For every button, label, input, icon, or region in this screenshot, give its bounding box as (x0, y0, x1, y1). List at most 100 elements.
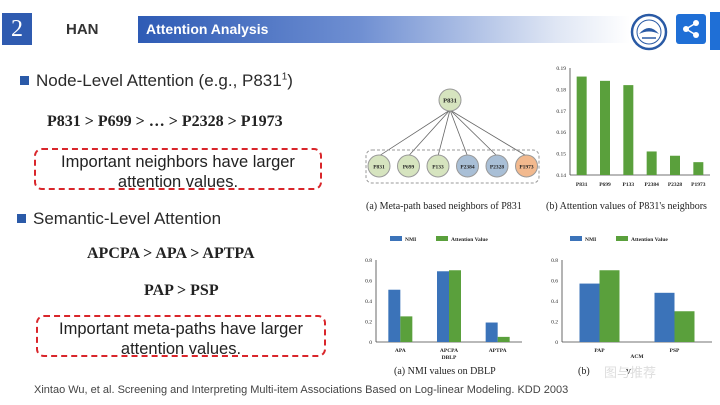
graph-leaf-label: P2384 (460, 165, 475, 171)
graph-edge (437, 109, 451, 157)
bar (449, 270, 461, 342)
neighbor-group-box (365, 149, 540, 184)
x-tick-label: APCPA (440, 348, 458, 354)
legend-swatch (570, 236, 582, 241)
bar (497, 336, 510, 342)
y-tick-label: 0.6 (551, 279, 558, 285)
graph-edge (449, 109, 498, 157)
watermark-text: 图与推荐 (604, 365, 657, 380)
bullet-icon (20, 76, 29, 85)
slide-title: Attention Analysis (146, 21, 269, 37)
y-tick-label: 0.8 (365, 258, 372, 264)
y-tick-label: 0.4 (551, 299, 558, 305)
y-tick-label: 0.6 (365, 279, 372, 285)
y-tick-label: 0.18 (556, 87, 566, 93)
acm-caption-prefix: (b) (578, 366, 590, 377)
x-tick-label: PAP (594, 348, 605, 354)
semantic-ranking-acm: PAP > PSP (144, 282, 219, 299)
graph-leaf-node (485, 154, 509, 178)
dblp-nmi-chart: NMI Attention Value 0 0.2 0.4 0.6 0.8 APA APCPAD… (365, 236, 522, 361)
y-tick-label: 0 (555, 340, 558, 346)
x-tick-label: P2328 (668, 182, 683, 188)
graph-leaf-label: P1973 (519, 165, 534, 171)
graph-leaf-label: P831 (373, 165, 385, 171)
citation: Xintao Wu, et al. Screening and Interpre… (34, 384, 569, 396)
y-tick-label: 0.8 (551, 258, 558, 264)
x-axis-label: ACM (630, 354, 644, 360)
bar (485, 322, 498, 342)
bar (670, 155, 680, 175)
graph-edges (378, 109, 527, 157)
y-tick-label: 0.4 (365, 299, 372, 305)
semantic-callout: Important meta-paths have larger attenti… (36, 315, 326, 358)
acm-nmi-chart: NMI Attention Value 0 0.2 0.4 0.6 0.8 PAP PSP ACM (551, 236, 712, 360)
semantic-level-heading: Semantic-Level Attention (33, 209, 222, 228)
bar (646, 151, 657, 175)
x-tick-label: P831 (576, 182, 588, 188)
x-tick-label: PSP (670, 348, 680, 354)
title-banner (138, 16, 630, 43)
bar (654, 292, 675, 342)
y-tick-label: 0.19 (556, 66, 566, 72)
share-button[interactable] (676, 14, 706, 44)
acm-caption-rest: v (626, 366, 631, 377)
x-tick-sublabel: DBLP (442, 355, 457, 361)
bar (437, 271, 449, 342)
bar (623, 85, 634, 175)
y-tick-label: 0 (369, 340, 372, 346)
y-tick-label: 0.15 (556, 152, 566, 158)
graph-leaf-label: P2328 (490, 165, 505, 171)
graph-leaf-node (426, 154, 450, 178)
y-tick-label: 0.2 (551, 320, 558, 326)
bar (579, 283, 600, 342)
graph-edge (449, 109, 468, 157)
graph-edge (408, 109, 451, 157)
bar (674, 311, 695, 342)
bar (400, 316, 413, 342)
bar (576, 76, 587, 175)
attention-bar-chart: 0.14 0.15 0.16 0.17 0.18 0.19 P831 P699 P133 P238… (556, 66, 710, 188)
x-tick-label: P2384 (644, 182, 659, 188)
x-tick-label: P1973 (691, 182, 706, 188)
graph-root-label: P831 (443, 98, 457, 105)
y-tick-label: 0.16 (556, 130, 566, 136)
bar (599, 270, 620, 342)
node-ranking: P831 > P699 > … > P2328 > P1973 (47, 113, 283, 130)
graph-leaf-node (367, 154, 391, 178)
graph-root-node (438, 88, 462, 112)
dblp-caption: (a) NMI values on DBLP (394, 366, 496, 377)
chart-b-caption: (b) Attention values of P831's neighbors (546, 201, 707, 212)
share-icon (683, 20, 699, 38)
legend-swatch (436, 236, 448, 241)
graph-leaf-node (456, 154, 479, 178)
graph-caption: (a) Meta-path based neighbors of P831 (366, 201, 522, 212)
legend-label: NMI (405, 237, 416, 243)
y-tick-label: 0.2 (365, 320, 372, 326)
legend-swatch (616, 236, 628, 241)
meta-path-graph: P831 P831 P699 P133 P2384 P2328 P1973 (365, 88, 540, 184)
section-label: HAN (66, 21, 99, 38)
node-level-heading: Node-Level Attention (e.g., P8311) (36, 71, 293, 90)
bullet-icon (17, 214, 26, 223)
graph-edge (449, 109, 527, 157)
legend-swatch (390, 236, 402, 241)
graph-leaf-node (397, 154, 420, 178)
bar (388, 289, 401, 342)
semantic-ranking-dblp: APCPA > APA > APTPA (87, 245, 255, 262)
y-tick-label: 0.14 (556, 173, 566, 179)
x-tick-label: APTPA (489, 348, 507, 354)
slide-number: 2 (2, 13, 32, 45)
graph-leaf-label: P133 (432, 165, 444, 171)
node-callout: Important neighbors have larger attentio… (34, 148, 322, 191)
side-tab[interactable] (710, 12, 720, 50)
legend-label: NMI (585, 237, 596, 243)
legend-label: Attention Value (451, 237, 488, 243)
x-tick-label: P699 (599, 182, 611, 188)
graph-leaf-label: P699 (403, 165, 415, 171)
graph-edge (378, 109, 451, 157)
x-tick-label: APA (395, 348, 406, 354)
x-tick-label: P133 (623, 182, 635, 188)
graph-leaf-node (515, 154, 538, 178)
legend-label: Attention Value (631, 237, 668, 243)
y-tick-label: 0.17 (556, 109, 566, 115)
